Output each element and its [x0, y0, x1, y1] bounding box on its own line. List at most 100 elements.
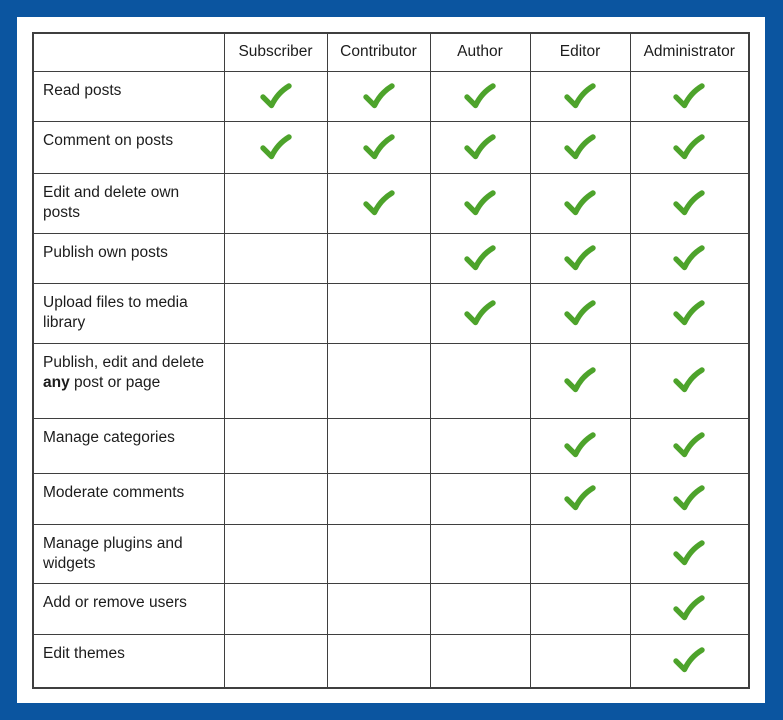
check-cell-contributor — [326, 342, 431, 419]
checkmark-icon — [673, 189, 705, 215]
check-cell-administrator — [629, 282, 750, 344]
check-cell-author — [429, 70, 531, 122]
check-cell-contributor — [326, 282, 431, 344]
checkmark-icon — [673, 647, 705, 673]
check-cell-editor — [529, 417, 631, 474]
checkmark-icon — [464, 189, 496, 215]
checkmark-icon — [464, 133, 496, 159]
table-row: Manage categories — [32, 417, 750, 474]
header-row: Subscriber Contributor Author Editor Adminis… — [32, 32, 750, 72]
checkmark-icon — [673, 299, 705, 325]
check-cell-contributor — [326, 417, 431, 474]
capability-label: Read posts — [32, 70, 225, 122]
check-cell-author — [429, 120, 531, 174]
check-cell-subscriber — [223, 523, 328, 584]
column-header-contributor: Contributor — [326, 32, 431, 72]
table-row: Edit themes — [32, 633, 750, 689]
check-cell-editor — [529, 342, 631, 419]
check-cell-subscriber — [223, 232, 328, 284]
check-cell-administrator — [629, 417, 750, 474]
checkmark-icon — [673, 540, 705, 566]
checkmark-icon — [464, 299, 496, 325]
check-cell-subscriber — [223, 417, 328, 474]
checkmark-icon — [259, 133, 292, 159]
check-cell-subscriber — [223, 172, 328, 234]
check-cell-author — [429, 232, 531, 284]
column-header-author: Author — [429, 32, 531, 72]
check-cell-subscriber — [223, 70, 328, 122]
checkmark-icon — [564, 299, 596, 325]
check-cell-contributor — [326, 523, 431, 584]
checkmark-icon — [564, 189, 596, 215]
corner-header-cell — [32, 32, 225, 72]
capability-label: Publish, edit and delete any post or pag… — [32, 342, 225, 419]
capability-label: Edit themes — [32, 633, 225, 689]
column-header-administrator: Administrator — [629, 32, 750, 72]
check-cell-subscriber — [223, 282, 328, 344]
checkmark-icon — [673, 82, 705, 108]
check-cell-contributor — [326, 633, 431, 689]
permissions-table: Subscriber Contributor Author Editor Adminis… — [32, 32, 750, 689]
check-cell-author — [429, 417, 531, 474]
checkmark-icon — [259, 82, 292, 108]
check-cell-contributor — [326, 172, 431, 234]
capability-label: Publish own posts — [32, 232, 225, 284]
check-cell-subscriber — [223, 472, 328, 525]
table-row: Publish own posts — [32, 232, 750, 284]
check-cell-author — [429, 582, 531, 635]
check-cell-author — [429, 342, 531, 419]
capability-label: Manage plugins and widgets — [32, 523, 225, 584]
checkmark-icon — [673, 367, 705, 393]
table-row: Manage plugins and widgets — [32, 523, 750, 584]
check-cell-administrator — [629, 120, 750, 174]
checkmark-icon — [464, 82, 496, 108]
check-cell-subscriber — [223, 633, 328, 689]
capability-label-text: Publish, edit and delete — [43, 353, 205, 371]
check-cell-contributor — [326, 472, 431, 525]
check-cell-editor — [529, 172, 631, 234]
checkmark-icon — [564, 485, 596, 511]
table-row: Publish, edit and delete any post or pag… — [32, 342, 750, 419]
check-cell-author — [429, 172, 531, 234]
check-cell-contributor — [326, 582, 431, 635]
capability-label-text: post or page — [69, 373, 161, 391]
checkmark-icon — [564, 133, 596, 159]
check-cell-editor — [529, 633, 631, 689]
table-body: Read posts Comment on posts Edit and delet… — [32, 70, 750, 689]
check-cell-editor — [529, 523, 631, 584]
table-row: Comment on posts — [32, 120, 750, 174]
check-cell-editor — [529, 232, 631, 284]
checkmark-icon — [564, 82, 596, 108]
table-row: Add or remove users — [32, 582, 750, 635]
check-cell-editor — [529, 120, 631, 174]
check-cell-author — [429, 282, 531, 344]
check-cell-administrator — [629, 472, 750, 525]
checkmark-icon — [673, 485, 705, 511]
checkmark-icon — [673, 133, 705, 159]
table-row: Upload files to media library — [32, 282, 750, 344]
capability-label: Edit and delete own posts — [32, 172, 225, 234]
column-header-subscriber: Subscriber — [223, 32, 328, 72]
table-row: Moderate comments — [32, 472, 750, 525]
column-header-editor: Editor — [529, 32, 631, 72]
capability-label: Manage categories — [32, 417, 225, 474]
capability-label: Moderate comments — [32, 472, 225, 525]
check-cell-administrator — [629, 172, 750, 234]
check-cell-subscriber — [223, 582, 328, 635]
checkmark-icon — [673, 244, 705, 270]
check-cell-administrator — [629, 582, 750, 635]
white-panel: Subscriber Contributor Author Editor Adminis… — [17, 17, 765, 703]
checkmark-icon — [362, 189, 395, 215]
table-row: Read posts — [32, 70, 750, 122]
check-cell-editor — [529, 472, 631, 525]
check-cell-author — [429, 523, 531, 584]
check-cell-editor — [529, 282, 631, 344]
check-cell-administrator — [629, 342, 750, 419]
check-cell-administrator — [629, 523, 750, 584]
capability-label: Comment on posts — [32, 120, 225, 174]
capability-label-bold-word: any — [43, 373, 70, 391]
table-row: Edit and delete own posts — [32, 172, 750, 234]
checkmark-icon — [362, 82, 395, 108]
check-cell-subscriber — [223, 342, 328, 419]
